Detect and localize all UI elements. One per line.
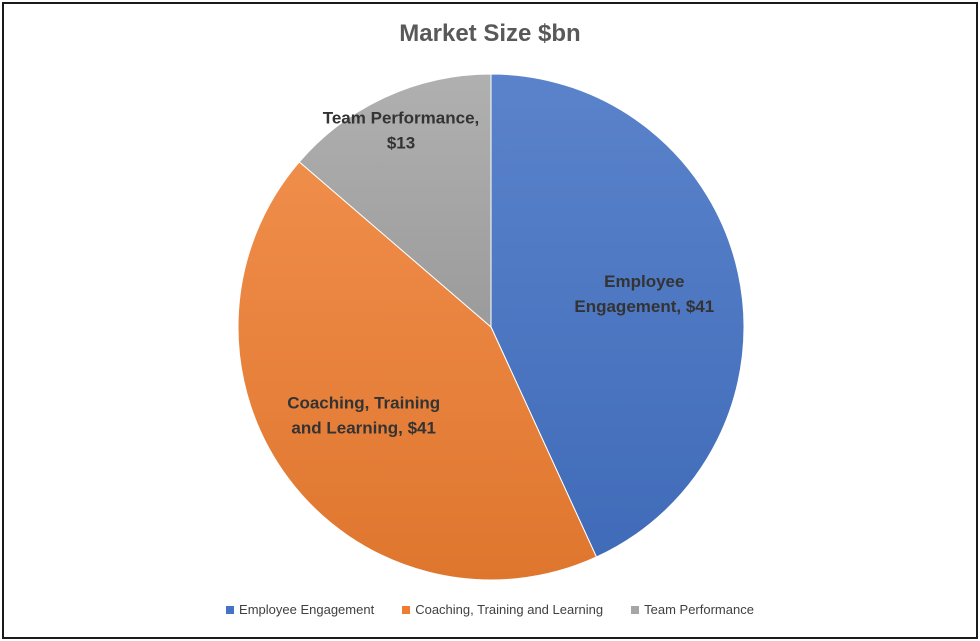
slice-label-1-line-1: and Learning, $41: [291, 419, 436, 438]
pie-slice-0: [490, 73, 745, 558]
legend-label-employee-engagement: Employee Engagement: [239, 602, 375, 617]
slice-label-1: Coaching, Training and Learning, $41: [287, 394, 440, 438]
slice-label-1-line-0: Coaching, Training: [287, 394, 440, 413]
legend-item-team-performance: Team Performance: [631, 602, 754, 617]
slice-label-2-line-0: Team Performance,: [323, 109, 480, 128]
slice-label-2: Team Performance, $13: [323, 109, 480, 153]
legend-swatch-employee-engagement: [226, 605, 235, 614]
slice-label-2-line-1: $13: [387, 134, 415, 153]
legend-label-coaching: Coaching, Training and Learning: [415, 602, 604, 617]
legend-label-team-performance: Team Performance: [644, 602, 754, 617]
legend-swatch-coaching: [402, 605, 411, 614]
slice-label-0-line-1: Engagement, $41: [574, 297, 714, 316]
pie-slice-2: [298, 73, 492, 329]
slice-label-0: Employee Engagement, $41: [574, 272, 714, 316]
legend-item-coaching: Coaching, Training and Learning: [402, 602, 603, 617]
legend-swatch-team-performance: [631, 605, 640, 614]
pie-slice-1: [237, 161, 598, 581]
legend-item-employee-engagement: Employee Engagement: [226, 602, 374, 617]
chart-title: Market Size $bn: [399, 20, 581, 47]
slice-label-0-line-0: Employee: [604, 272, 684, 291]
legend: Employee Engagement Coaching, Training a…: [0, 602, 980, 617]
